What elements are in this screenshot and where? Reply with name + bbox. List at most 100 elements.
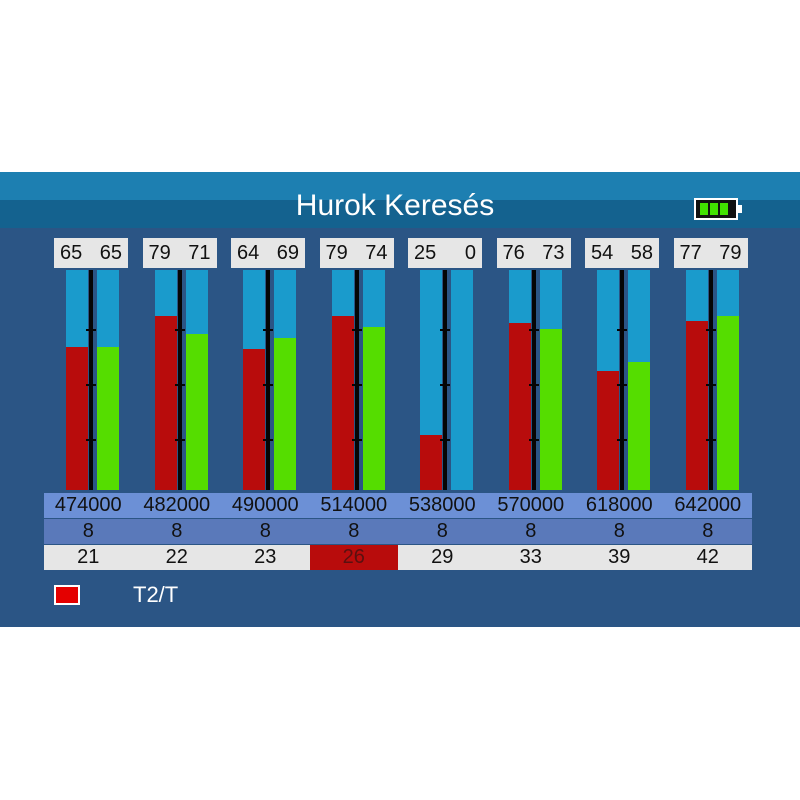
right-level-bar-fill	[628, 362, 650, 490]
axis-tick	[263, 439, 273, 442]
right-level-value: 65	[99, 241, 122, 264]
axis-tick	[263, 329, 273, 332]
left-level-value: 25	[414, 241, 437, 264]
frequency-cell: 514000	[320, 494, 388, 516]
channel-cell[interactable]: 23	[254, 546, 277, 568]
frequency-cell: 474000	[54, 494, 122, 516]
axis-tick	[705, 329, 716, 332]
left-level-value: 64	[237, 241, 260, 264]
right-level-bar-fill	[274, 338, 296, 490]
axis-tick	[617, 439, 627, 442]
page-title: Hurok Keresés	[295, 189, 495, 222]
left-level-value: 65	[60, 241, 83, 264]
left-level-bar-fill	[420, 435, 442, 490]
right-level-bar-fill	[185, 333, 208, 490]
left-level-bar-fill	[154, 316, 177, 490]
left-level-value: 54	[591, 241, 614, 264]
channel-level-label: 79 71	[142, 238, 217, 268]
axis-tick	[440, 439, 450, 442]
axis-tick	[86, 384, 96, 387]
axis-tick	[528, 384, 539, 387]
meter-axis	[443, 270, 447, 490]
left-level-value: 79	[148, 241, 171, 264]
left-level-bar-fill	[331, 316, 354, 490]
right-level-value: 0	[464, 241, 476, 264]
meter-axis	[620, 270, 624, 490]
bandwidth-cell: 8	[348, 520, 360, 542]
channel-cell[interactable]: 29	[431, 546, 454, 568]
frequency-cell: 538000	[408, 494, 476, 516]
left-level-bar	[685, 270, 708, 490]
right-level-value: 71	[188, 241, 211, 264]
right-level-value: 69	[276, 241, 299, 264]
axis-tick	[174, 329, 185, 332]
left-level-bar-fill	[597, 371, 619, 490]
left-level-bar-fill	[66, 347, 88, 490]
axis-tick	[705, 384, 716, 387]
left-level-bar	[331, 270, 354, 490]
frequency-cell: 490000	[231, 494, 299, 516]
right-level-bar	[716, 270, 739, 490]
meter-axis	[266, 270, 270, 490]
meter-axis	[708, 270, 713, 490]
bandwidth-cell: 8	[82, 520, 94, 542]
right-level-bar-fill	[362, 327, 385, 490]
channel-level-label: 79 74	[319, 238, 394, 268]
meter-axis	[531, 270, 536, 490]
left-level-value: 79	[325, 241, 348, 264]
selected-channel-cell[interactable]: 26	[309, 545, 398, 570]
right-level-bar	[451, 270, 473, 490]
right-level-value: 73	[542, 241, 565, 264]
bandwidth-cell: 8	[436, 520, 448, 542]
axis-tick	[528, 439, 539, 442]
channel-level-label: 54 58	[585, 238, 659, 268]
header-title-bar	[0, 200, 800, 228]
left-level-value: 77	[679, 241, 702, 264]
channel-cell[interactable]: 21	[77, 546, 100, 568]
left-level-value: 76	[502, 241, 525, 264]
axis-tick	[351, 329, 362, 332]
right-level-bar-fill	[97, 347, 119, 490]
channel-cell[interactable]: 22	[165, 546, 188, 568]
left-level-bar	[508, 270, 531, 490]
bandwidth-cell: 8	[525, 520, 537, 542]
battery-cell	[700, 203, 708, 215]
bandwidth-row: 8 8 8 8 8 8 8 8	[44, 519, 752, 544]
right-level-bar-fill	[716, 316, 739, 490]
axis-tick	[617, 329, 627, 332]
right-level-value: 79	[719, 241, 742, 264]
frequency-cell: 570000	[497, 494, 565, 516]
bandwidth-cell: 8	[613, 520, 625, 542]
channel-cell[interactable]: 33	[519, 546, 542, 568]
left-level-bar-fill	[243, 349, 265, 490]
axis-tick	[174, 384, 185, 387]
battery-cell	[710, 203, 718, 215]
header-top-band	[0, 172, 800, 200]
channel-level-label: 64 69	[231, 238, 305, 268]
right-level-bar	[97, 270, 119, 490]
axis-tick	[86, 439, 96, 442]
right-level-bar	[628, 270, 650, 490]
bandwidth-cell: 8	[171, 520, 183, 542]
right-level-value: 58	[630, 241, 653, 264]
axis-tick	[263, 384, 273, 387]
frequency-cell: 642000	[674, 494, 742, 516]
axis-tick	[705, 439, 716, 442]
axis-tick	[351, 384, 362, 387]
channel-level-label: 77 79	[673, 238, 748, 268]
channel-level-label: 76 73	[496, 238, 571, 268]
channel-level-label: 25 0	[408, 238, 482, 268]
frequency-cell: 618000	[585, 494, 653, 516]
battery-icon	[694, 198, 742, 220]
axis-tick	[440, 384, 450, 387]
axis-tick	[440, 329, 450, 332]
channel-cell[interactable]: 42	[696, 546, 719, 568]
channel-cell[interactable]: 39	[608, 546, 631, 568]
left-level-bar	[243, 270, 265, 490]
meter-axis	[89, 270, 93, 490]
axis-tick	[86, 329, 96, 332]
left-level-bar	[66, 270, 88, 490]
legend-swatch	[54, 585, 80, 605]
right-level-bar	[185, 270, 208, 490]
right-level-value: 74	[365, 241, 388, 264]
